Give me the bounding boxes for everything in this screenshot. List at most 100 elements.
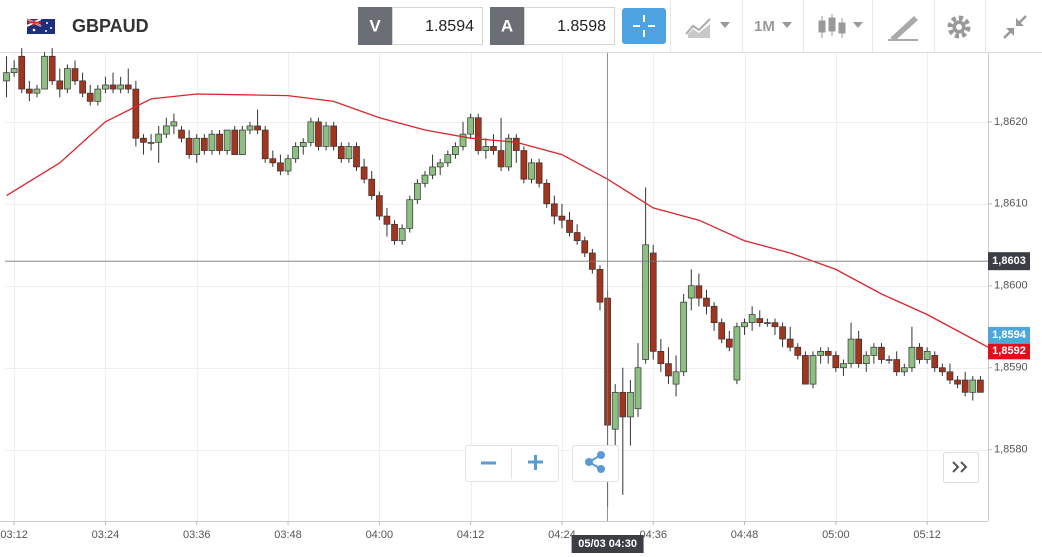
- x-tick-label: 03:48: [274, 529, 302, 541]
- candle-body: [315, 121, 322, 147]
- candle-body: [809, 355, 817, 385]
- candle-body: [33, 88, 41, 94]
- candle-body: [474, 117, 482, 151]
- candle-body: [193, 137, 201, 155]
- candle-type-button[interactable]: [818, 14, 863, 38]
- scroll-right-button[interactable]: [943, 452, 979, 483]
- candle-body: [79, 80, 86, 94]
- candle-body: [444, 154, 452, 164]
- candle-body: [642, 244, 649, 360]
- x-tick-label: 03:24: [92, 529, 120, 541]
- candle-body: [48, 55, 56, 82]
- symbol: GBPAUD: [72, 16, 149, 36]
- candle-body: [452, 146, 459, 155]
- candle-body: [847, 338, 855, 364]
- candle-body: [528, 162, 535, 180]
- candle-body: [627, 391, 634, 418]
- candle-body: [725, 338, 733, 348]
- candle-body: [946, 371, 954, 381]
- price-marker: [988, 343, 1030, 360]
- candle-body: [254, 125, 261, 131]
- y-tick-label: 1,8620: [994, 116, 1028, 128]
- bid-box[interactable]: V 1.8594: [358, 7, 483, 45]
- candle-body: [383, 215, 391, 225]
- settings-button[interactable]: [947, 15, 971, 39]
- candle-body: [520, 150, 528, 180]
- plot: 1,8580 1,8590 1,8600 1,8610 1,8620 03:12 03:24…: [0, 48, 1030, 553]
- candle-body: [733, 326, 741, 381]
- x-tick-label: 04:48: [731, 529, 759, 541]
- candle-body: [695, 285, 703, 299]
- candle-body: [406, 199, 414, 229]
- candle-body: [969, 379, 977, 393]
- candle-body: [710, 305, 718, 324]
- candle-body: [938, 367, 946, 373]
- candle-body: [619, 391, 627, 418]
- moving-average: [6, 93, 989, 348]
- candle-body: [307, 121, 315, 143]
- toolbar-separators: [670, 0, 986, 52]
- flag: [26, 18, 55, 34]
- candle-body: [185, 137, 193, 155]
- candle-body: [657, 350, 665, 364]
- candle-body: [421, 174, 429, 184]
- candle-body: [368, 178, 376, 196]
- chart-type-button[interactable]: [685, 18, 730, 38]
- candle-body: [665, 363, 672, 377]
- x-tick-label: 04:12: [457, 529, 485, 541]
- candle-body: [375, 195, 383, 217]
- candle-body: [505, 137, 513, 168]
- candle-body: [581, 240, 589, 254]
- candle-body: [566, 219, 573, 233]
- candle-body: [25, 88, 33, 94]
- candle-body: [109, 84, 117, 90]
- candle-body: [885, 359, 893, 361]
- candle-body: [977, 379, 984, 393]
- price-marker-label: 1,8592: [992, 345, 1026, 357]
- candle-body: [779, 326, 786, 340]
- candle-body: [771, 322, 779, 328]
- candle-body: [337, 146, 345, 160]
- candle-body: [786, 338, 794, 348]
- crosshair-y-label-box: [988, 252, 1030, 271]
- x-tick-label: 04:00: [366, 529, 394, 541]
- price-marker: [988, 326, 1030, 343]
- candle-body: [414, 182, 421, 201]
- timeframe-button[interactable]: 1M: [754, 18, 792, 35]
- candle-body: [360, 166, 368, 180]
- ask-label: A: [501, 16, 513, 35]
- zoom-in-button[interactable]: [528, 455, 543, 470]
- candle-body: [900, 367, 908, 373]
- candle-body: [916, 346, 923, 360]
- candle-body: [155, 133, 163, 143]
- candle-body: [680, 301, 688, 373]
- candle-body: [596, 269, 604, 303]
- price-marker-label: 1,8594: [992, 329, 1027, 341]
- candle-body: [216, 133, 223, 151]
- candle-body: [71, 68, 79, 82]
- collapse-button[interactable]: [1003, 15, 1027, 39]
- candle-body: [794, 346, 802, 356]
- candle-body: [870, 346, 878, 356]
- candle-body: [117, 84, 124, 90]
- candle-body: [482, 146, 490, 151]
- ask-box[interactable]: A 1.8598: [490, 7, 615, 45]
- crosshair-x-label: 05/03 04:30: [578, 538, 637, 550]
- candle-body: [550, 203, 558, 217]
- candle-body: [170, 121, 178, 127]
- y-tick-label: 1,8580: [994, 444, 1028, 456]
- candle-body: [18, 55, 26, 90]
- candle-body: [893, 359, 901, 373]
- candle-body: [756, 318, 764, 324]
- candle-body: [56, 80, 64, 90]
- candle-body: [862, 355, 870, 364]
- candle-body: [573, 232, 581, 242]
- share-button[interactable]: [572, 445, 619, 482]
- candle-body: [208, 133, 216, 151]
- x-tick-label: 03:36: [183, 529, 211, 541]
- candle-body: [718, 322, 726, 340]
- candle-body: [277, 162, 284, 172]
- crosshair-button[interactable]: [622, 8, 666, 44]
- draw-tools-button[interactable]: [888, 16, 918, 41]
